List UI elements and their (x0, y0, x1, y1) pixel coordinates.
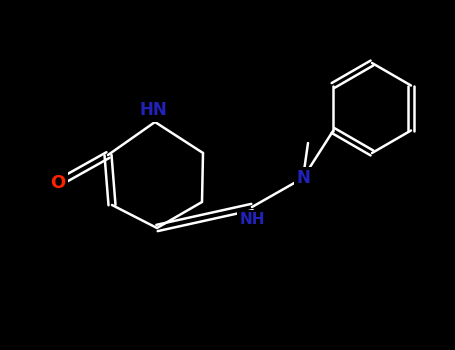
Text: HN: HN (139, 101, 167, 119)
Text: N: N (296, 169, 310, 187)
Text: O: O (51, 174, 66, 192)
Text: NH: NH (239, 212, 265, 227)
